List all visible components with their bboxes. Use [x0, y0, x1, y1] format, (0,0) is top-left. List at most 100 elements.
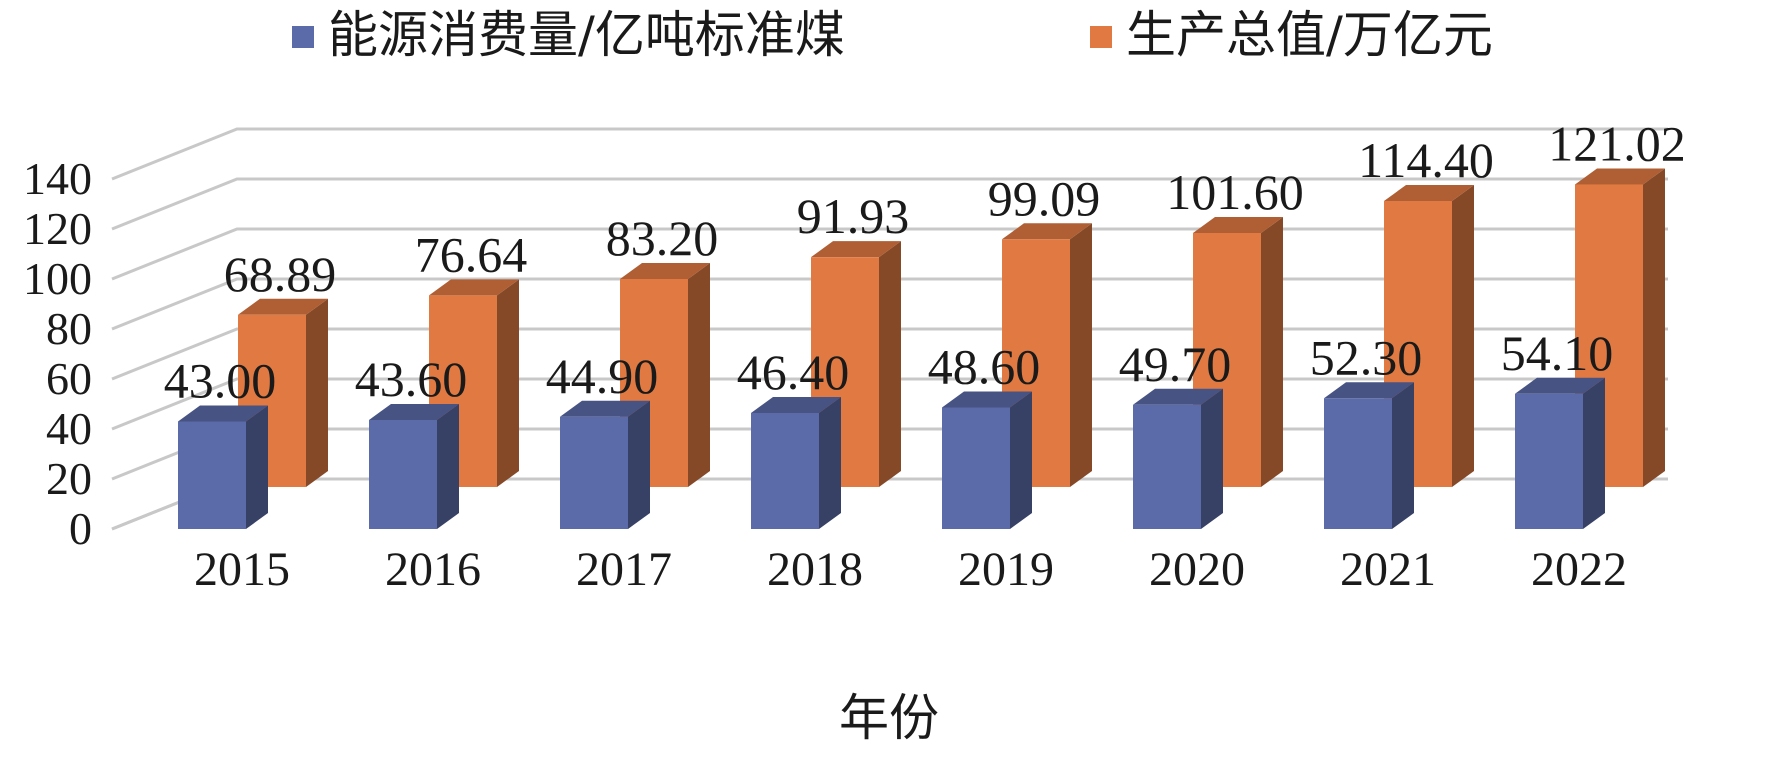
bar-top [811, 241, 901, 258]
data-label-gdp: 76.64 [415, 226, 528, 282]
gridline [111, 327, 1668, 381]
bar-side [879, 241, 901, 487]
bar-side [246, 405, 268, 529]
x-tick-label: 2020 [1149, 543, 1245, 596]
legend-swatch-gdp [1090, 26, 1112, 48]
bar-top [1133, 388, 1223, 405]
bar-energy-2020 [1133, 388, 1223, 529]
bar-top [1515, 377, 1605, 394]
gridline [111, 227, 1668, 281]
legend-label-energy: 能源消费量/亿吨标准煤 [328, 6, 845, 64]
bar-side [1392, 382, 1414, 529]
bar-side [1452, 185, 1474, 487]
data-label-gdp: 101.60 [1166, 164, 1304, 220]
bar-side [306, 298, 328, 487]
data-label-gdp: 91.93 [797, 188, 910, 244]
y-tick-label: 0 [69, 503, 92, 554]
data-label-energy: 52.30 [1310, 329, 1423, 385]
data-label-gdp: 83.20 [606, 210, 719, 266]
bar-side [437, 404, 459, 529]
data-label-energy: 43.60 [355, 351, 468, 407]
y-tick-label: 80 [46, 303, 92, 354]
data-label-gdp: 68.89 [224, 246, 337, 302]
bar-front [369, 420, 437, 529]
data-label-gdp: 99.09 [988, 170, 1101, 226]
y-tick-label: 140 [23, 153, 92, 204]
legend-swatch-energy [292, 26, 314, 48]
data-label-gdp: 121.02 [1548, 115, 1686, 171]
bar-top [1002, 223, 1092, 240]
bar-top [238, 298, 328, 315]
bar-front [942, 407, 1010, 529]
gridlines [111, 127, 1668, 531]
bar-side [628, 400, 650, 529]
bar-front [1133, 404, 1201, 529]
y-tick-label: 100 [23, 253, 92, 304]
gridline [111, 177, 1668, 231]
bar-energy-2017 [560, 400, 650, 529]
bar-energy-2022 [1515, 377, 1605, 529]
gridline [111, 127, 1668, 181]
y-tick-label: 120 [23, 203, 92, 254]
x-tick-label: 2017 [576, 543, 672, 596]
bar-top [1575, 168, 1665, 185]
x-axis-title: 年份 [839, 689, 939, 747]
bar-gdp-2017 [620, 263, 710, 487]
data-label-energy: 44.90 [546, 348, 659, 404]
data-label-energy: 54.10 [1501, 325, 1614, 381]
data-labels: 68.89 76.64 83.20 91.93 99.09 101.60 114.40 121… [164, 115, 1686, 408]
x-tick-label: 2016 [385, 543, 481, 596]
bar-top [1324, 382, 1414, 399]
x-axis: 2015 2016 2017 2018 2019 2020 2021 2022 [194, 543, 1627, 596]
bar-energy-2016 [369, 404, 459, 529]
bar-top [942, 391, 1032, 408]
legend-label-gdp: 生产总值/万亿元 [1126, 6, 1493, 64]
bar-front [751, 413, 819, 529]
gridline [111, 377, 1668, 431]
y-tick-label: 40 [46, 403, 92, 454]
bar-energy-2019 [942, 391, 1032, 529]
x-tick-label: 2022 [1531, 543, 1627, 596]
data-label-energy: 48.60 [928, 339, 1041, 395]
x-tick-label: 2019 [958, 543, 1054, 596]
data-label-energy: 46.40 [737, 344, 850, 400]
bar-energy-2018 [751, 397, 841, 529]
bar-top [1193, 217, 1283, 233]
bar-front [560, 416, 628, 529]
bar-side [1201, 388, 1223, 529]
bar-side [688, 263, 710, 487]
x-tick-label: 2015 [194, 543, 290, 596]
legend: 能源消费量/亿吨标准煤 生产总值/万亿元 [292, 6, 1493, 64]
data-label-gdp: 114.40 [1358, 132, 1494, 188]
bar-gdp-2016 [429, 279, 519, 487]
bar-side [1010, 391, 1032, 529]
bar-top [751, 397, 841, 413]
bars [178, 168, 1665, 529]
bar-top [560, 400, 650, 417]
bar-side [819, 397, 841, 529]
x-tick-label: 2018 [767, 543, 863, 596]
bar-top [369, 404, 459, 420]
bar-side [1261, 217, 1283, 487]
data-label-energy: 49.70 [1119, 336, 1232, 392]
data-label-energy: 43.00 [164, 353, 277, 409]
bar-top [1384, 185, 1474, 201]
bar-top [178, 405, 268, 422]
y-tick-label: 20 [46, 453, 92, 504]
bar-energy-2015 [178, 405, 268, 529]
bar-top [620, 263, 710, 279]
bar-front [1324, 398, 1392, 529]
bar-side [1583, 377, 1605, 529]
y-tick-label: 60 [46, 353, 92, 404]
bar-side [1643, 168, 1665, 487]
bar-front [1515, 393, 1583, 529]
bar-side [1070, 223, 1092, 487]
gridline [111, 277, 1668, 331]
bar-top [429, 279, 519, 296]
bar-front [178, 421, 246, 529]
bar-energy-2021 [1324, 382, 1414, 529]
x-tick-label: 2021 [1340, 543, 1436, 596]
